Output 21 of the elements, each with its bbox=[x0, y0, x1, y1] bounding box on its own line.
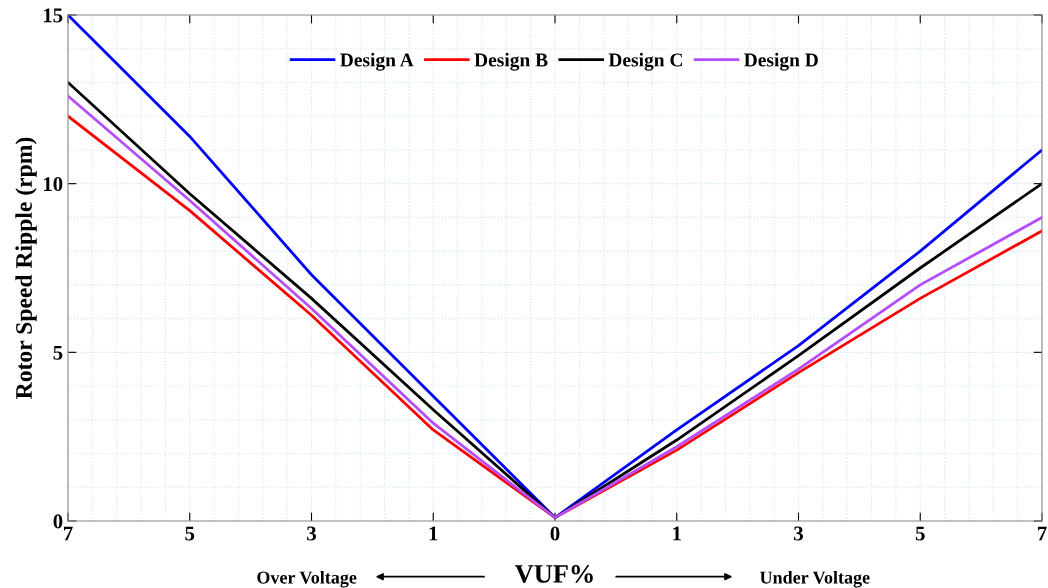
x-tick-label: 5 bbox=[185, 526, 195, 541]
legend-label: Design D bbox=[744, 52, 818, 71]
x-tick-label: 7 bbox=[63, 526, 73, 541]
x-tick-label: 1 bbox=[429, 526, 438, 541]
x-axis-title: VUF% bbox=[514, 564, 593, 583]
y-tick-label: 5 bbox=[53, 345, 63, 360]
x-tick-label: 7 bbox=[1037, 526, 1047, 541]
y-axis-title: Rotor Speed Ripple (rpm) bbox=[15, 137, 37, 399]
x-tick-label: 1 bbox=[673, 526, 681, 541]
legend-label: Design B bbox=[474, 52, 548, 71]
x-tick-label: 3 bbox=[794, 526, 803, 541]
legend-label: Design A bbox=[340, 52, 414, 71]
y-tick-label: 0 bbox=[53, 514, 63, 529]
legend-label: Design C bbox=[608, 52, 682, 71]
x-tick-label: 5 bbox=[915, 526, 925, 541]
y-tick-label: 15 bbox=[43, 8, 63, 23]
x-tick-label: 3 bbox=[307, 526, 316, 541]
text: Over Voltage bbox=[257, 570, 357, 588]
y-tick-label: 10 bbox=[43, 177, 63, 192]
x-tick-label: 0 bbox=[550, 526, 560, 541]
text: Under Voltage bbox=[759, 570, 870, 588]
